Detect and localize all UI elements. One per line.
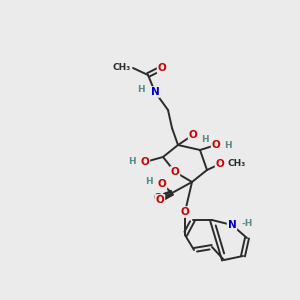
Text: O: O: [181, 207, 189, 217]
Text: N: N: [151, 87, 159, 97]
Text: CH₃: CH₃: [228, 160, 246, 169]
Text: H: H: [201, 134, 208, 143]
Text: CH₃: CH₃: [113, 64, 131, 73]
Text: O: O: [158, 63, 166, 73]
Text: O: O: [141, 157, 149, 167]
Text: H: H: [128, 158, 136, 166]
Text: O: O: [156, 195, 164, 205]
Text: -H: -H: [242, 220, 254, 229]
Text: H: H: [146, 178, 153, 187]
Text: O: O: [158, 179, 166, 189]
Text: O: O: [154, 193, 162, 203]
Text: N: N: [228, 220, 236, 230]
Text: O: O: [216, 159, 224, 169]
Text: H: H: [137, 85, 145, 94]
Text: H: H: [224, 140, 232, 149]
Text: O: O: [212, 140, 220, 150]
Text: O: O: [171, 167, 179, 177]
Text: O: O: [189, 130, 197, 140]
